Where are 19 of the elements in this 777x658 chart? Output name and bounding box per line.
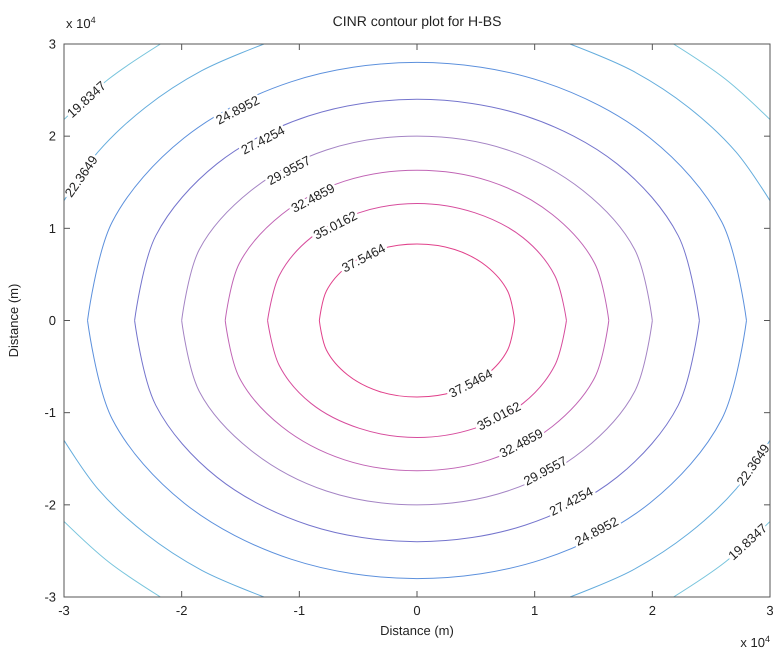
text: x 10$^{4}$ xyxy=(66,15,96,31)
x-tick-label: -1 xyxy=(294,603,306,618)
x-tick-label: 0 xyxy=(413,603,421,618)
y-tick-label: 1 xyxy=(48,220,56,236)
text: x 10$^{4}$ xyxy=(740,634,770,650)
x-tick-label: 2 xyxy=(648,603,656,618)
chart-title: CINR contour plot for H-BS xyxy=(332,13,502,29)
y-tick-label: -3 xyxy=(44,590,56,605)
x-axis-title: Distance (m) xyxy=(380,623,454,638)
y-tick-label: 3 xyxy=(48,36,56,52)
x-tick-label: -3 xyxy=(58,603,70,618)
y-tick-label: 2 xyxy=(48,128,56,144)
x-tick-label: 1 xyxy=(531,603,538,618)
y-tick-label: 0 xyxy=(48,313,56,328)
y-tick-label: -2 xyxy=(44,497,56,512)
y-axis-title: Distance (m) xyxy=(6,284,21,358)
x-tick-label: 3 xyxy=(766,603,774,618)
x-tick-label: -2 xyxy=(176,603,188,618)
y-tick-label: -1 xyxy=(44,405,56,420)
